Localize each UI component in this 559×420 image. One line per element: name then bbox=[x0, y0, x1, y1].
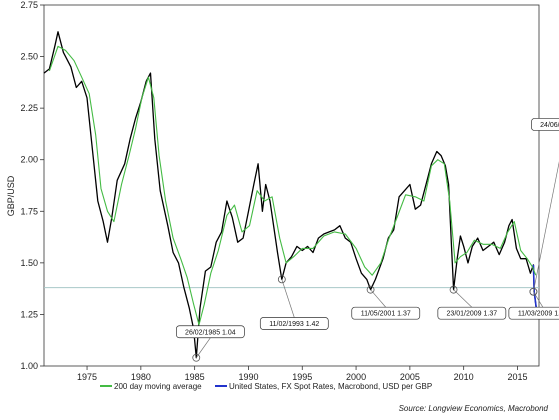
annotation-label: 11/05/2001 1.37 bbox=[361, 311, 411, 318]
x-tick-label: 2005 bbox=[400, 372, 420, 382]
annotation-marker bbox=[192, 353, 201, 362]
y-tick-label: 1.50 bbox=[20, 258, 38, 268]
plot-frame bbox=[43, 4, 540, 367]
annotation-box bbox=[437, 306, 507, 320]
annotation-label: 11/03/2009 1.38 bbox=[518, 311, 559, 318]
x-tick-label: 2010 bbox=[454, 372, 474, 382]
annotation-box bbox=[176, 325, 245, 339]
annotation-box bbox=[508, 306, 559, 320]
annotation-marker bbox=[529, 287, 538, 296]
annotation-box bbox=[259, 317, 329, 330]
legend-label-ma: 200 day moving average bbox=[114, 382, 202, 391]
y-tick-label: 2.50 bbox=[20, 52, 38, 62]
y-tick-label: 2.75 bbox=[20, 0, 38, 10]
annotation-box bbox=[531, 118, 559, 131]
annotation-leader bbox=[533, 161, 559, 292]
annotation-leader bbox=[533, 291, 544, 308]
y-tick-label: 1.75 bbox=[20, 206, 38, 216]
annotation-label: 24/06/2016 1.36 bbox=[540, 122, 559, 129]
legend: 200 day moving average United States, FX… bbox=[100, 382, 432, 391]
annotation-marker bbox=[366, 285, 375, 294]
series-line-ma bbox=[48, 45, 537, 326]
y-axis-title: GBP/USD bbox=[6, 175, 16, 216]
annotation-marker bbox=[449, 285, 458, 294]
x-tick-label: 1980 bbox=[131, 372, 151, 382]
x-tick-label: 1985 bbox=[185, 372, 205, 382]
y-tick-label: 1.00 bbox=[20, 361, 38, 371]
y-tick-label: 2.25 bbox=[20, 103, 38, 113]
y-tick-label: 2.00 bbox=[20, 155, 38, 165]
x-tick-label: 2000 bbox=[346, 372, 366, 382]
annotation-label: 23/01/2009 1.37 bbox=[447, 311, 498, 318]
plot-area: 1.00 1.25 1.50 1.75 2.00 2.25 2.50 2.75 1975 1980… bbox=[20, 0, 559, 382]
annotation-box bbox=[351, 306, 421, 320]
source-note: Source: Longview Economics, Macrobond bbox=[399, 404, 549, 413]
annotation-leader bbox=[453, 289, 473, 308]
x-tick-label: 1995 bbox=[292, 372, 312, 382]
annotation-label: 11/02/1993 1.42 bbox=[269, 321, 319, 328]
x-tick-label: 2015 bbox=[507, 372, 527, 382]
x-tick-label: 1990 bbox=[238, 372, 258, 382]
annotation-leader bbox=[281, 279, 295, 318]
annotation-marker bbox=[277, 275, 286, 284]
legend-label-fx: United States, FX Spot Rates, Macrobond,… bbox=[229, 382, 432, 391]
annotation-label: 26/02/1985 1.04 bbox=[185, 329, 236, 336]
annotation-leader bbox=[195, 337, 211, 358]
x-tick-label: 1975 bbox=[77, 372, 97, 382]
y-tick-label: 1.25 bbox=[20, 309, 38, 319]
